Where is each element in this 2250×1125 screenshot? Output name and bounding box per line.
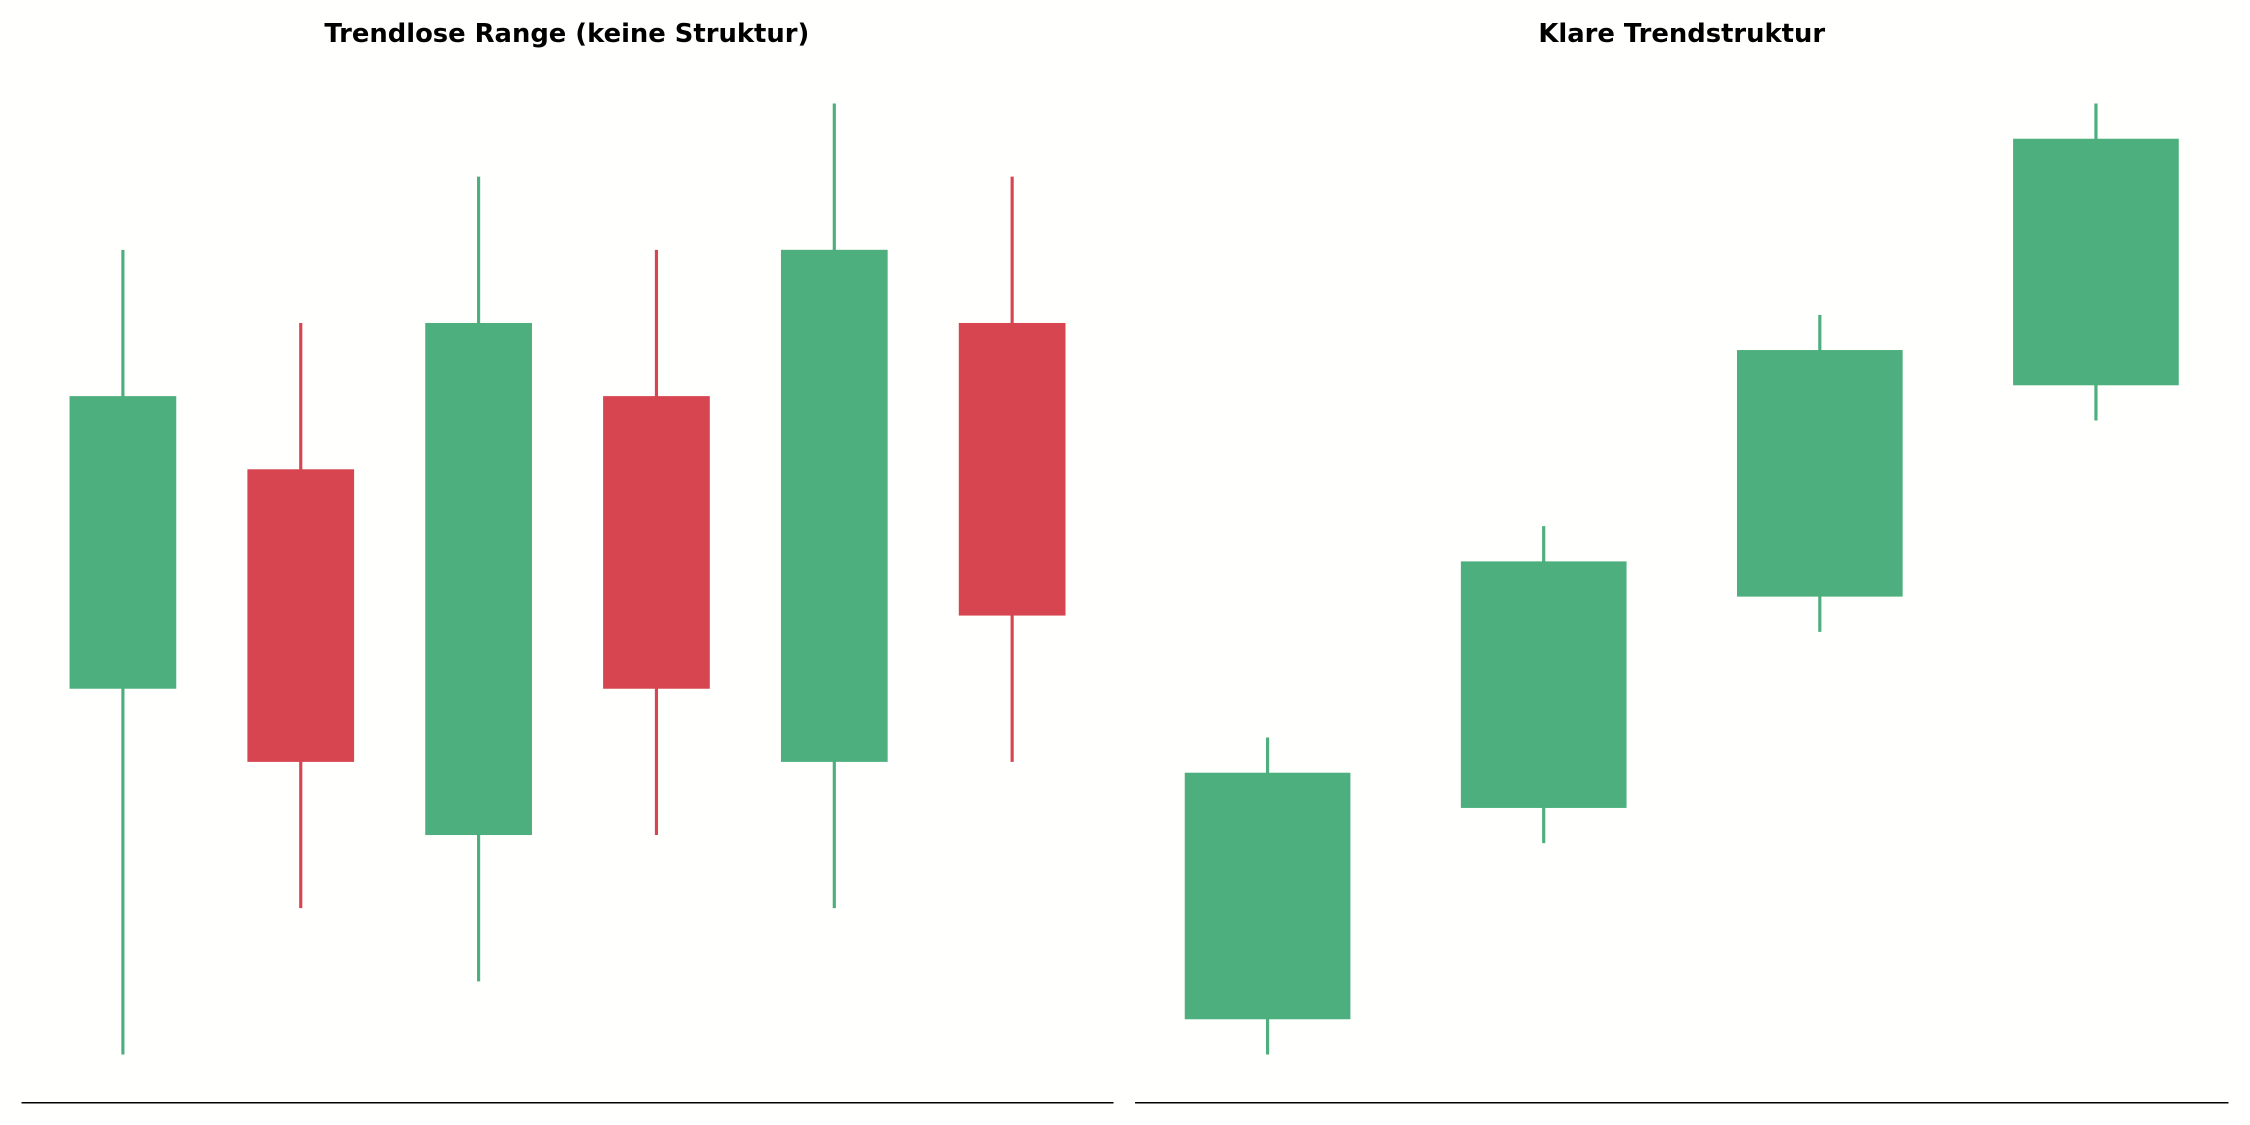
candle-body (69, 396, 177, 689)
candle-body (1736, 350, 1903, 597)
candle-body (2013, 138, 2179, 386)
candle-body (1460, 561, 1627, 808)
chart-title: Trendlose Range (keine Struktur) (324, 19, 809, 49)
candle-body (425, 322, 532, 836)
chart-title: Klare Trendstruktur (1538, 19, 1825, 49)
candle-body (958, 322, 1066, 616)
candle-body (247, 469, 355, 762)
candle-body (603, 396, 710, 689)
candle-body (1184, 772, 1351, 1020)
candle-body (780, 249, 888, 762)
